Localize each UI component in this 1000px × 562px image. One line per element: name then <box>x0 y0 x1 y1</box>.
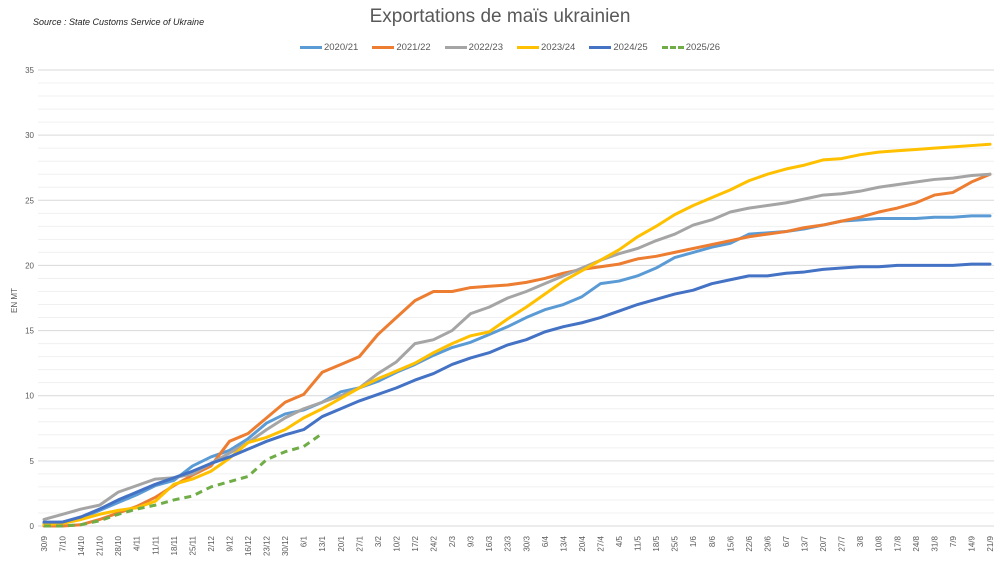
y-tick-label: 35 <box>25 66 34 75</box>
y-tick-label: 10 <box>25 392 34 401</box>
legend-swatch <box>589 46 612 49</box>
x-tick-label: 2/3 <box>448 535 457 547</box>
legend-item: 2024/25 <box>589 42 648 53</box>
legend-item: 2023/24 <box>517 42 575 53</box>
series-line-2023-24 <box>42 142 992 527</box>
legend-label: 2020/21 <box>323 42 359 53</box>
x-tick-label: 17/8 <box>893 535 902 551</box>
x-tick-label: 4/11 <box>133 535 142 551</box>
x-tick-label: 20/4 <box>578 535 587 551</box>
y-tick-label: 0 <box>30 522 35 531</box>
x-tick-label: 10/8 <box>875 535 884 551</box>
x-tick-label: 28/10 <box>114 535 123 556</box>
x-tick-label: 3/8 <box>856 535 865 547</box>
x-tick-label: 11/11 <box>151 535 160 554</box>
x-tick-label: 20/7 <box>819 535 828 551</box>
x-tick-label: 7/9 <box>949 535 958 547</box>
legend-swatch <box>517 46 539 49</box>
series-line-2025-26 <box>44 432 324 528</box>
x-tick-label: 3/2 <box>374 535 383 547</box>
x-tick-label: 23/12 <box>263 535 272 556</box>
x-tick-label: 6/1 <box>300 535 309 547</box>
x-tick-label: 14/9 <box>967 535 976 551</box>
legend-swatch <box>299 46 322 49</box>
y-tick-label: 5 <box>30 457 35 466</box>
x-tick-label: 9/3 <box>467 535 476 547</box>
source-note: Source : State Customs Service of Ukrain… <box>33 17 205 27</box>
x-tick-label: 9/12 <box>225 535 234 551</box>
x-tick-label: 15/6 <box>726 535 735 551</box>
x-tick-label: 10/2 <box>392 535 401 551</box>
x-tick-label: 31/8 <box>930 535 939 551</box>
x-tick-label: 13/1 <box>318 535 327 551</box>
x-tick-label: 11/5 <box>634 535 643 551</box>
x-tick-label: 27/1 <box>355 535 364 551</box>
y-tick-label: 15 <box>25 327 34 336</box>
x-tick-label: 23/3 <box>504 535 513 551</box>
x-tick-label: 30/3 <box>522 535 531 551</box>
x-tick-label: 1/6 <box>689 535 698 547</box>
x-tick-label: 6/4 <box>541 535 550 547</box>
series-line-2024-25 <box>42 262 992 524</box>
y-tick-label: 25 <box>25 196 34 205</box>
legend-swatch <box>661 46 684 49</box>
x-tick-label: 2/12 <box>207 535 216 551</box>
x-tick-label: 29/6 <box>763 535 772 551</box>
legend-item: 2022/23 <box>444 42 503 53</box>
x-tick-label: 22/6 <box>745 535 754 551</box>
x-tick-label: 30/9 <box>40 535 49 551</box>
chart-title: Exportations de maïs ukrainien <box>369 6 631 27</box>
x-tick-label: 21/10 <box>96 535 105 556</box>
legend-item: 2025/26 <box>661 42 721 53</box>
legend-label: 2024/25 <box>613 42 648 53</box>
x-tick-label: 6/7 <box>782 535 791 547</box>
x-tick-label: 14/10 <box>77 535 86 556</box>
legend-item: 2021/22 <box>372 42 431 53</box>
legend-item: 2020/21 <box>299 42 359 53</box>
x-tick-label: 20/1 <box>337 535 346 551</box>
legend: 2020/21 2021/22 2022/23 2023/24 2024/25 2025/… <box>0 42 1000 53</box>
x-tick-label: 16/12 <box>244 535 253 556</box>
legend-label: 2023/24 <box>541 42 576 53</box>
x-tick-label: 13/4 <box>559 535 568 551</box>
y-tick-label: 20 <box>25 261 34 270</box>
x-tick-label: 30/12 <box>281 535 290 556</box>
x-tick-label: 17/2 <box>411 535 420 551</box>
legend-swatch <box>372 46 395 49</box>
x-tick-label: 25/5 <box>671 535 680 551</box>
legend-swatch <box>444 46 467 49</box>
x-tick-label: 13/7 <box>801 535 810 551</box>
x-tick-label: 21/9 <box>986 535 995 551</box>
x-tick-label: 27/4 <box>596 535 605 551</box>
x-tick-label: 24/8 <box>912 535 921 551</box>
x-tick-label: 7/10 <box>59 535 68 551</box>
x-tick-label: 16/3 <box>485 535 494 551</box>
x-tick-label: 18/11 <box>170 535 179 555</box>
x-tick-label: 18/5 <box>652 535 661 551</box>
x-tick-label: 8/6 <box>708 535 717 547</box>
x-tick-label: 27/7 <box>838 535 847 551</box>
legend-label: 2025/26 <box>685 42 721 53</box>
legend-label: 2021/22 <box>396 42 431 53</box>
x-tick-label: 4/5 <box>615 535 624 547</box>
y-tick-label: 30 <box>25 131 34 140</box>
series-line-2021-22 <box>42 172 992 528</box>
x-tick-label: 25/11 <box>188 535 197 555</box>
x-tick-label: 24/2 <box>430 535 439 551</box>
legend-label: 2022/23 <box>468 42 503 53</box>
